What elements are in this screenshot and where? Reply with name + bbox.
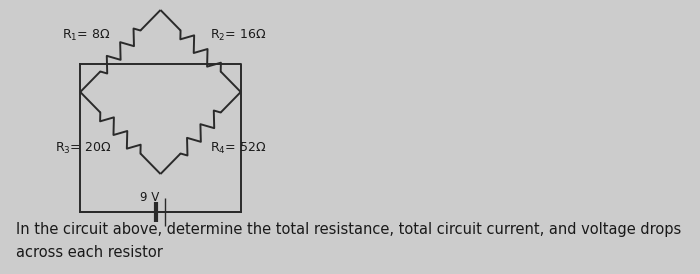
Text: R$_4$= 52Ω: R$_4$= 52Ω (210, 141, 267, 156)
Text: R$_1$= 8Ω: R$_1$= 8Ω (62, 28, 111, 43)
Text: R$_2$= 16Ω: R$_2$= 16Ω (210, 28, 267, 43)
Text: 9 V: 9 V (139, 191, 159, 204)
Text: across each resistor: across each resistor (16, 245, 163, 260)
Text: R$_3$= 20Ω: R$_3$= 20Ω (55, 141, 111, 156)
Text: In the circuit above, determine the total resistance, total circuit current, and: In the circuit above, determine the tota… (16, 222, 681, 237)
